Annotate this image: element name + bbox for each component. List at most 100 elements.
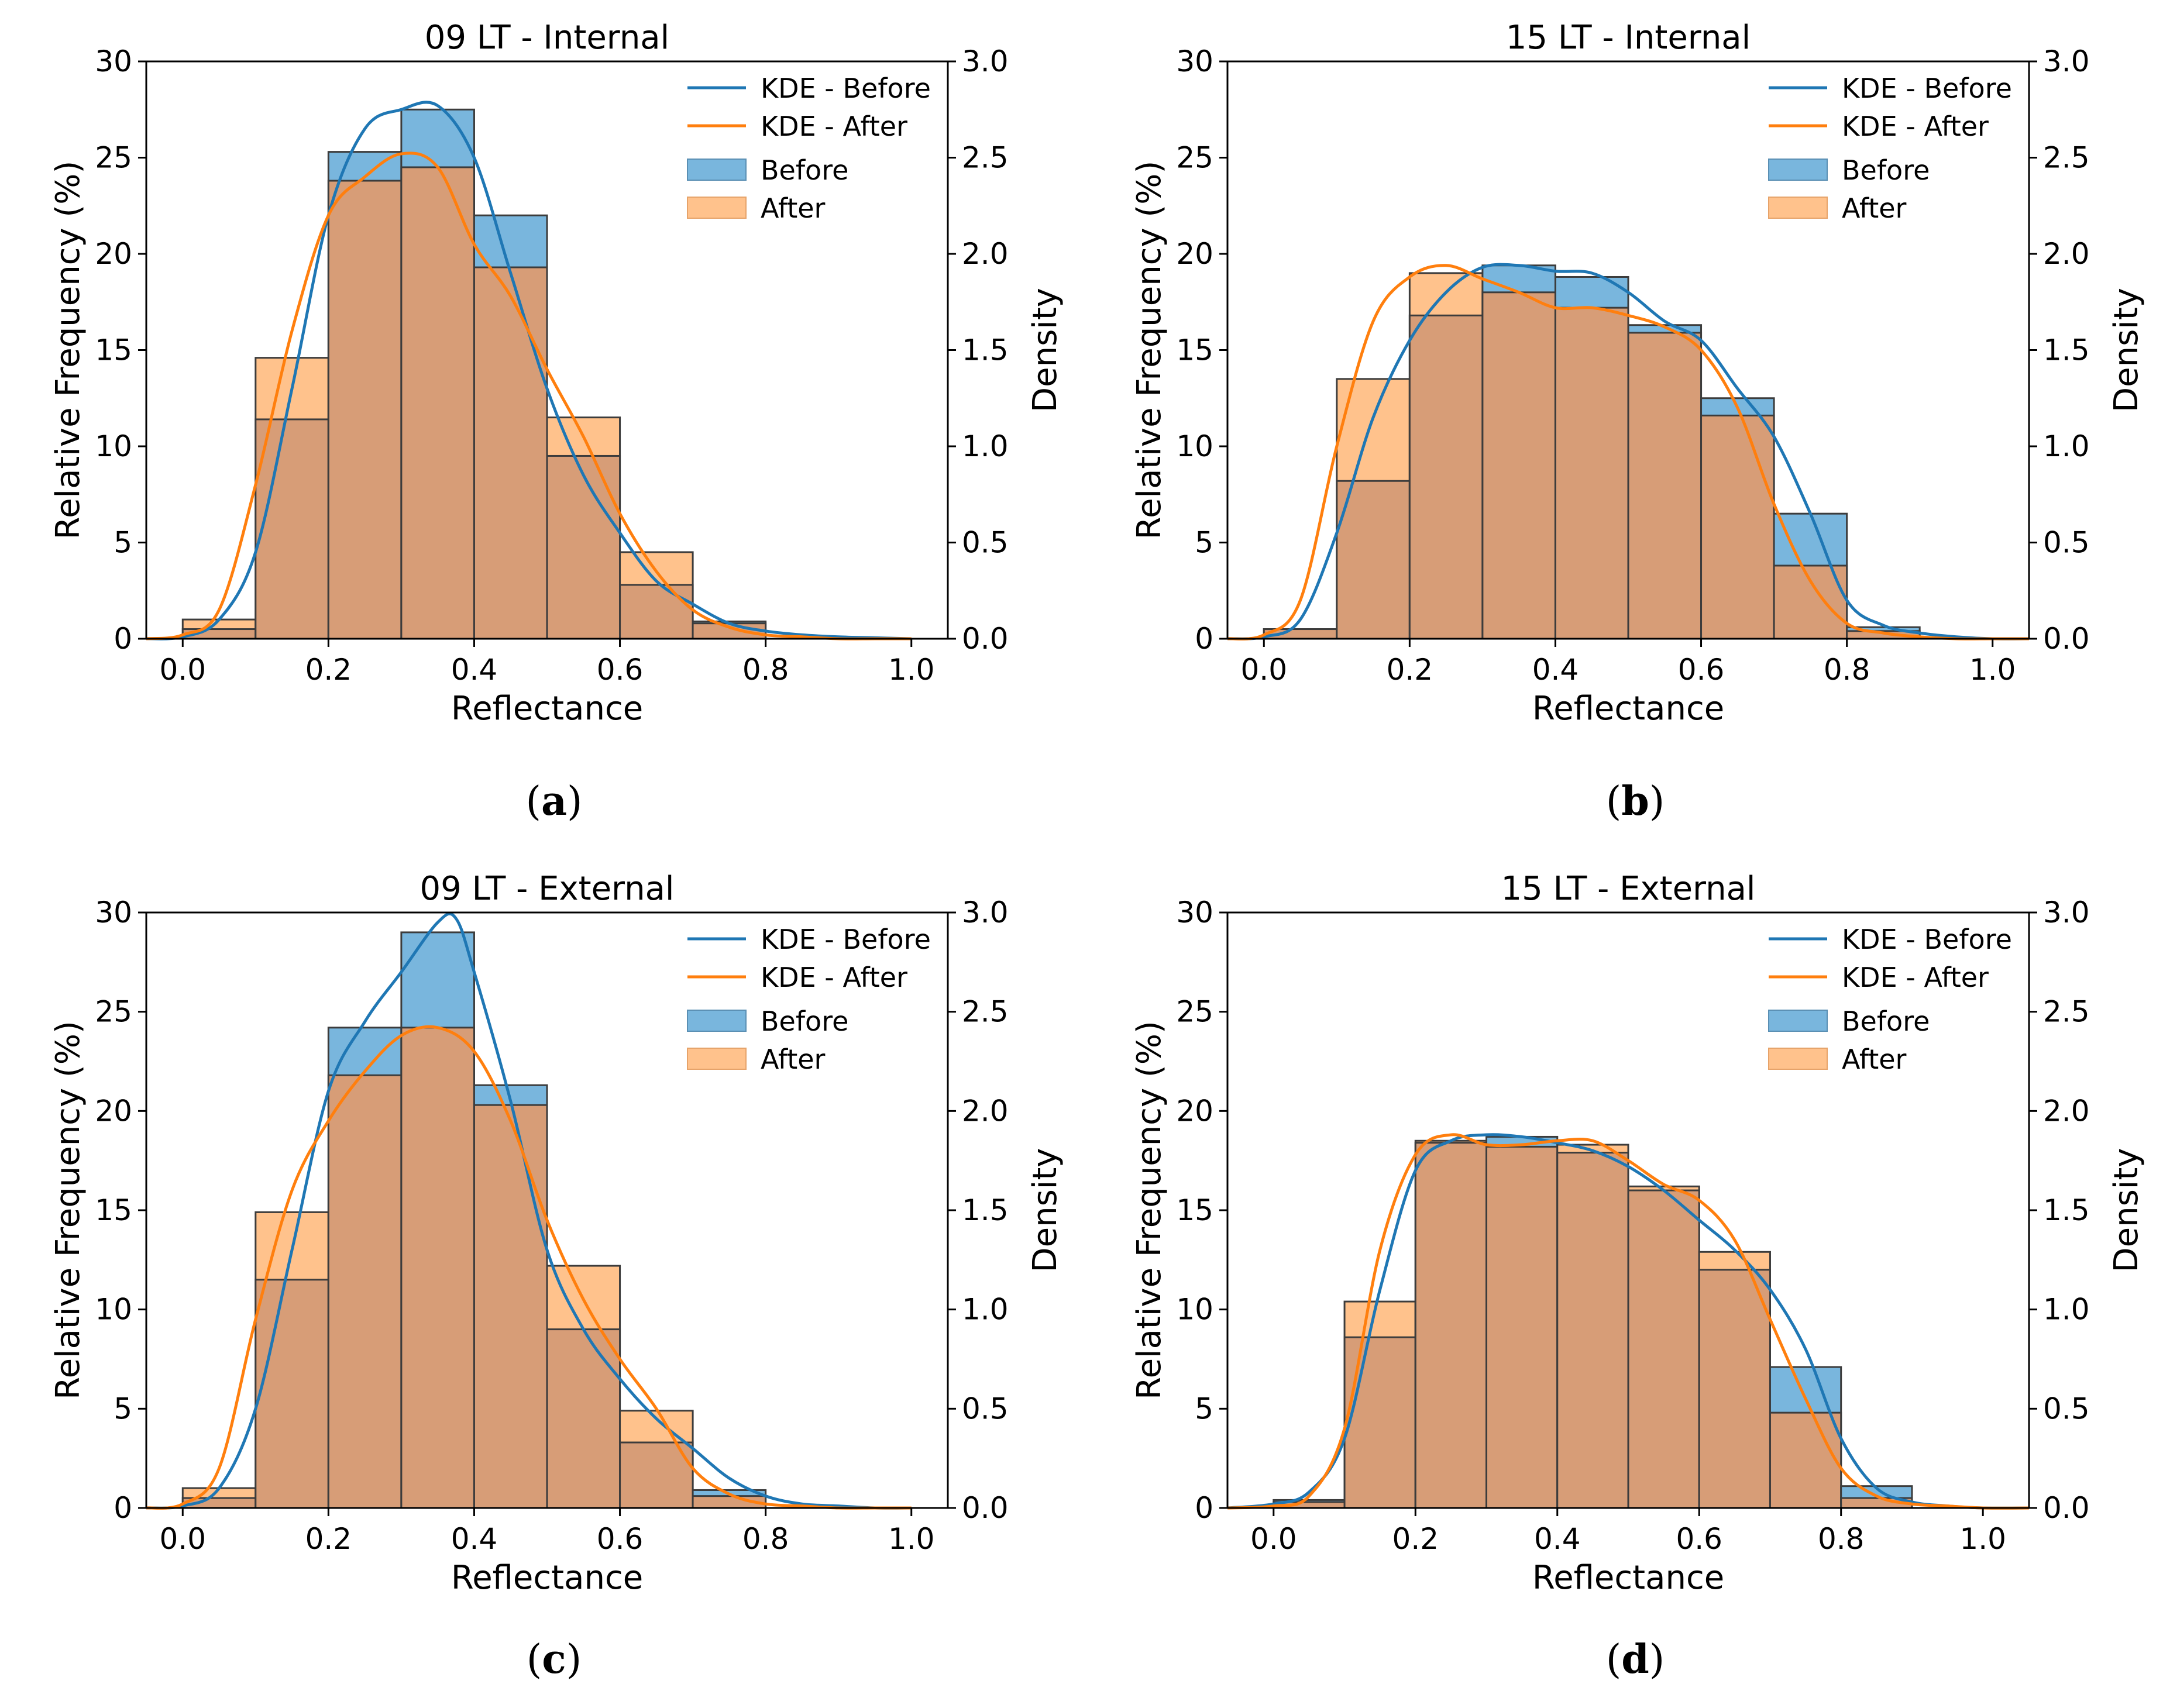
x-axis-label: Reflectance [1532,690,1724,728]
y-tick-label: 20 [1176,1094,1213,1128]
kde-line-before [1227,1133,2030,1510]
y2-tick-label: 1.0 [962,1293,1009,1327]
x-tick-label: 0.0 [1250,1522,1297,1556]
chart-d: 0.0 0.2 0.4 0.6 0.8 1.0 0 5 10 15 20 25 30 0.0 0.5 1.0 1… [1130,870,2145,1597]
legend-label: KDE - Before [761,924,931,955]
y2-tick-label: 2.0 [962,237,1009,271]
bar-before-6 [619,1441,694,1509]
legend-label: Before [1842,154,1930,186]
chart-a: 0.0 0.2 0.4 0.6 0.8 1.0 0 5 10 15 20 25 30 0.0 0.5 1.0 1… [49,19,1064,728]
bar-after-3 [400,166,475,640]
x-tick-label: 0.0 [160,1522,207,1556]
y2-tick-label: 0.5 [2043,526,2090,560]
x-tick-label: 0.8 [1818,1522,1865,1556]
chart-c: 0.0 0.2 0.4 0.6 0.8 1.0 0 5 10 15 20 25 30 0.0 0.5 1.0 1… [49,870,1064,1597]
legend: KDE - Before KDE - After Before After [1768,924,2012,1075]
kde-line-before [146,912,912,1510]
legend-label: KDE - After [1842,962,1989,993]
y-tick-label: 20 [95,237,132,271]
y-tick-label: 30 [95,44,132,78]
y-tick-label: 20 [95,1094,132,1128]
y2-tick-label: 0.5 [2043,1392,2090,1425]
x-tick-label: 0.8 [742,653,789,687]
bar-after-4 [473,1104,548,1509]
x-tick-label: 0.8 [742,1522,789,1556]
x-tick-label: 0.6 [1678,653,1725,687]
x-axis-label: Reflectance [451,690,643,728]
y2-tick-label: 3.0 [2043,896,2090,929]
x-tick-label: 0.2 [1392,1522,1439,1556]
bar-after-4 [1554,307,1629,640]
y-axis-label: Relative Frequency (%) [1130,161,1168,540]
y2-tick-label: 3.0 [2043,44,2090,78]
legend-label: KDE - After [1842,111,1989,142]
y-tick-label: 10 [1176,1293,1213,1327]
legend-patch-before [1768,159,1828,181]
legend-label: KDE - Before [1842,73,2012,104]
x-tick-label: 0.6 [597,1522,644,1556]
y2-tick-label: 1.0 [2043,1293,2090,1327]
legend-patch-after [687,1048,747,1070]
y2-tick-label: 1.5 [962,333,1009,367]
y-tick-label: 10 [95,1293,132,1327]
bar-before-5 [546,454,621,640]
chart-title: 09 LT - Internal [425,19,669,57]
y2-tick-label: 2.0 [962,1094,1009,1128]
y2-tick-label: 0.5 [962,1392,1009,1425]
caption-d: (d) [1605,1636,1665,1683]
bar-before-2 [1408,314,1484,640]
y-tick-label: 0 [1195,622,1213,656]
y2-tick-label: 2.0 [2043,237,2090,271]
x-tick-label: 0.4 [451,1522,498,1556]
x-tick-label: 0.0 [160,653,207,687]
legend-label: Before [1842,1005,1930,1037]
bar-before-6 [1698,1269,1771,1509]
x-axis-label: Reflectance [451,1559,643,1597]
bar-before-6 [619,584,694,640]
caption-a: (a) [525,778,583,825]
legend-patch-after [1768,197,1828,219]
x-tick-label: 1.0 [1969,653,2016,687]
y2-axis-label: Density [2107,288,2145,412]
y-tick-label: 0 [114,1491,132,1525]
y2-tick-label: 3.0 [962,896,1009,929]
y2-tick-label: 2.5 [2043,995,2090,1029]
x-tick-label: 0.4 [1532,653,1579,687]
y2-tick-label: 3.0 [962,44,1009,78]
y2-axis-label: Density [1026,288,1064,412]
bar-after-6 [1700,414,1775,640]
bar-after-2 [327,180,403,640]
y2-axis-label: Density [2107,1148,2145,1273]
x-tick-label: 0.6 [1676,1522,1722,1556]
y2-tick-label: 1.0 [2043,429,2090,463]
caption-c: (c) [526,1636,582,1683]
x-tick-label: 1.0 [888,1522,935,1556]
x-tick-label: 0.2 [305,653,352,687]
legend-label: Before [761,154,848,186]
bar-before-1 [255,418,329,640]
kde-line-after [1227,264,2029,640]
legend-label: After [761,1044,826,1075]
chart-title: 15 LT - External [1501,870,1756,908]
caption-b: (b) [1605,778,1665,825]
x-tick-label: 0.0 [1241,653,1288,687]
legend-label: After [1842,192,1907,224]
y-axis-label: Relative Frequency (%) [49,1021,87,1400]
x-tick-label: 0.4 [451,653,498,687]
kde-line-after [146,1025,912,1510]
y2-tick-label: 2.5 [2043,141,2090,175]
bar-after-5 [1627,332,1703,640]
bar-after-4 [473,266,548,640]
bar-before-1 [255,1279,329,1509]
x-tick-label: 0.8 [1824,653,1870,687]
bar-after-2 [327,1074,403,1509]
y2-tick-label: 0.0 [962,622,1009,656]
chart-b: 0.0 0.2 0.4 0.6 0.8 1.0 0 5 10 15 20 25 30 0.0 0.5 1.0 1… [1130,19,2145,728]
legend-patch-after [1768,1048,1828,1070]
y2-tick-label: 1.5 [2043,333,2090,367]
y2-tick-label: 2.5 [962,995,1009,1029]
x-axis-label: Reflectance [1532,1559,1724,1597]
y2-tick-label: 1.5 [962,1193,1009,1227]
bar-after-3 [1481,291,1556,640]
y2-tick-label: 0.0 [2043,1491,2090,1525]
